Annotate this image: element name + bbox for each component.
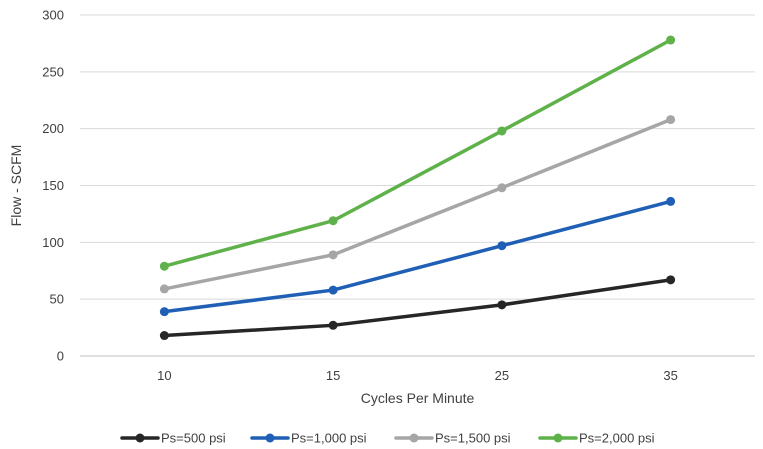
x-tick-label: 35 (663, 368, 677, 383)
y-axis-title: Flow - SCFM (8, 145, 24, 227)
gridlines (80, 14, 755, 357)
series-line (162, 117, 673, 291)
series-lines (159, 35, 676, 341)
legend-item: Ps=500 psi (120, 431, 226, 446)
legend-swatch-marker (409, 433, 419, 443)
y-tick-label: 50 (50, 292, 64, 307)
legend-label: Ps=500 psi (161, 431, 226, 446)
series-3 (159, 115, 676, 294)
data-point (328, 285, 338, 295)
data-point (497, 183, 507, 193)
data-point (497, 241, 507, 251)
legend-swatch-marker (553, 433, 563, 443)
series-2 (159, 196, 676, 317)
data-point (666, 115, 676, 125)
data-point (666, 196, 676, 206)
series-line (162, 199, 673, 314)
legend-item: Ps=2,000 psi (538, 431, 655, 446)
legend-label: Ps=1,500 psi (435, 431, 511, 446)
legend-label: Ps=1,000 psi (291, 431, 367, 446)
x-tick-label: 15 (326, 368, 340, 383)
data-point (666, 35, 676, 45)
data-point (497, 300, 507, 310)
data-point (159, 307, 169, 317)
data-point (666, 275, 676, 285)
legend-swatch-marker (135, 433, 145, 443)
series-4 (159, 35, 676, 271)
legend-label: Ps=2,000 psi (579, 431, 655, 446)
series-1 (159, 275, 676, 341)
data-point (497, 126, 507, 136)
data-point (328, 320, 338, 330)
y-tick-label: 100 (42, 235, 64, 250)
y-tick-label: 300 (42, 8, 64, 23)
x-tick-label: 25 (495, 368, 509, 383)
y-tick-label: 150 (42, 178, 64, 193)
x-axis-title: Cycles Per Minute (361, 390, 475, 406)
series-line (162, 38, 673, 268)
x-tick-label: 10 (157, 368, 171, 383)
y-tick-labels: 0 50 100 150 200 250 300 (42, 8, 64, 364)
y-tick-label: 200 (42, 121, 64, 136)
data-point (159, 284, 169, 294)
legend-swatch-marker (265, 433, 275, 443)
legend: Ps=500 psi Ps=1,000 psi Ps=1,500 psi Ps=2,0… (120, 431, 655, 446)
data-point (328, 250, 338, 260)
x-tick-labels: 10 15 25 35 (157, 368, 678, 383)
y-tick-label: 250 (42, 64, 64, 79)
data-point (159, 331, 169, 341)
data-point (159, 261, 169, 271)
series-line (162, 278, 673, 338)
legend-item: Ps=1,500 psi (394, 431, 511, 446)
y-tick-label: 0 (57, 349, 64, 364)
data-point (328, 216, 338, 226)
legend-item: Ps=1,000 psi (250, 431, 367, 446)
